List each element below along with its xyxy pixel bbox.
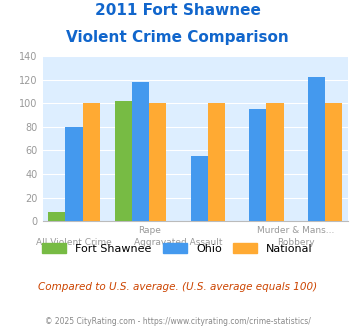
Bar bbox=[65, 127, 82, 221]
Bar bbox=[267, 103, 284, 221]
Text: Robbery: Robbery bbox=[277, 238, 315, 247]
Bar bbox=[82, 103, 100, 221]
Text: All Violent Crime: All Violent Crime bbox=[36, 238, 112, 247]
Bar bbox=[132, 82, 149, 221]
Text: Murder & Mans...: Murder & Mans... bbox=[257, 226, 334, 235]
Text: Compared to U.S. average. (U.S. average equals 100): Compared to U.S. average. (U.S. average … bbox=[38, 282, 317, 292]
Text: 2011 Fort Shawnee: 2011 Fort Shawnee bbox=[94, 3, 261, 18]
Bar bbox=[149, 103, 166, 221]
Text: Aggravated Assault: Aggravated Assault bbox=[134, 238, 223, 247]
Bar bbox=[325, 103, 343, 221]
Bar bbox=[191, 156, 208, 221]
Text: Rape: Rape bbox=[138, 226, 160, 235]
Text: © 2025 CityRating.com - https://www.cityrating.com/crime-statistics/: © 2025 CityRating.com - https://www.city… bbox=[45, 317, 310, 326]
Bar bbox=[308, 77, 325, 221]
Bar bbox=[249, 109, 267, 221]
Bar bbox=[208, 103, 225, 221]
Legend: Fort Shawnee, Ohio, National: Fort Shawnee, Ohio, National bbox=[38, 239, 317, 258]
Bar bbox=[48, 212, 65, 221]
Bar bbox=[115, 101, 132, 221]
Text: Violent Crime Comparison: Violent Crime Comparison bbox=[66, 30, 289, 45]
